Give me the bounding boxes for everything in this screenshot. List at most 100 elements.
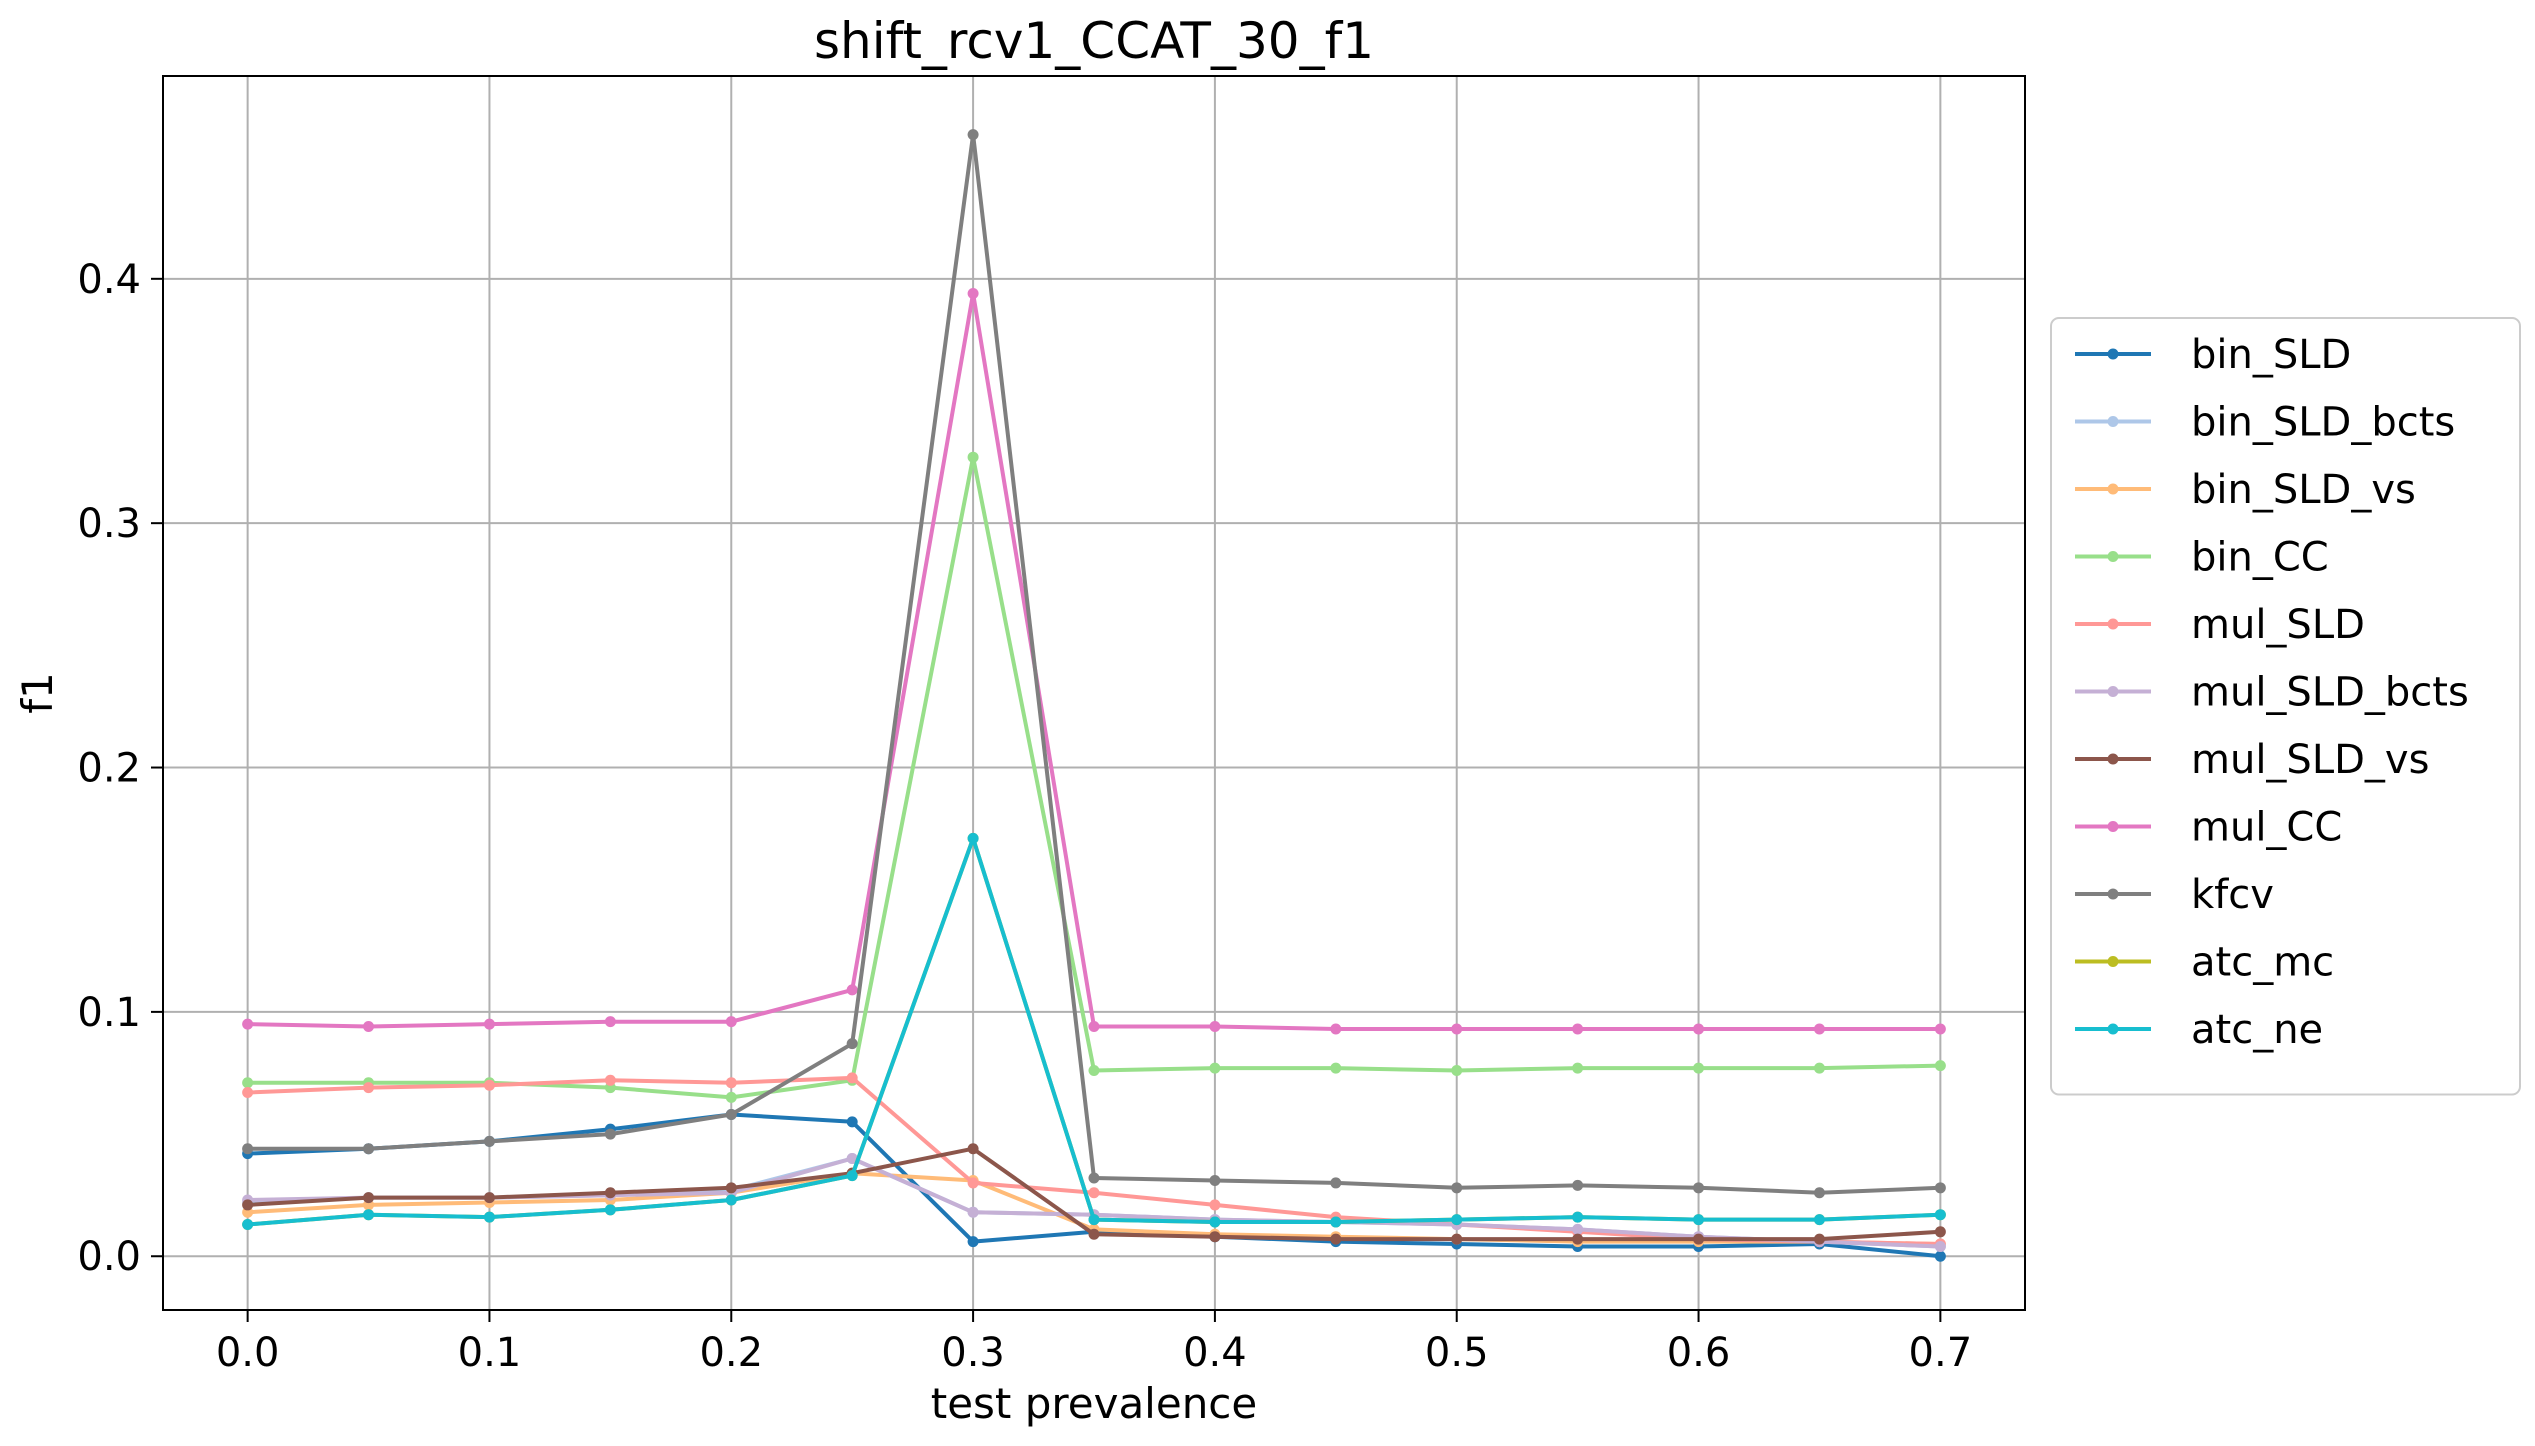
data-point bbox=[242, 1077, 254, 1089]
data-point bbox=[1693, 1023, 1705, 1035]
data-point bbox=[725, 1109, 737, 1121]
legend-item: kfcv bbox=[2075, 872, 2274, 918]
data-point bbox=[1209, 1199, 1221, 1211]
series-bin-CC bbox=[242, 451, 1946, 1103]
data-point bbox=[363, 1082, 375, 1094]
legend-swatch-marker bbox=[2107, 1023, 2119, 1035]
data-point bbox=[1451, 1214, 1463, 1226]
data-point bbox=[967, 129, 979, 141]
data-point bbox=[1572, 1179, 1584, 1191]
data-point bbox=[604, 1187, 616, 1199]
data-point bbox=[242, 1018, 254, 1030]
legend-swatch-marker bbox=[2107, 956, 2119, 967]
legend-item: bin_SLD_bcts bbox=[2075, 400, 2455, 446]
data-point bbox=[604, 1128, 616, 1140]
data-point bbox=[1088, 1187, 1100, 1199]
legend-item: bin_SLD bbox=[2075, 332, 2351, 378]
data-point bbox=[363, 1021, 375, 1033]
legend-item: bin_SLD_vs bbox=[2075, 467, 2416, 513]
legend-label: atc_ne bbox=[2191, 1007, 2323, 1053]
legend-swatch-marker bbox=[2107, 416, 2119, 427]
data-point bbox=[967, 1206, 979, 1218]
data-point bbox=[1451, 1233, 1463, 1245]
x-axis-label: test prevalence bbox=[931, 1379, 1258, 1428]
data-point bbox=[967, 451, 979, 463]
data-point bbox=[1934, 1250, 1946, 1262]
data-point bbox=[725, 1091, 737, 1103]
data-point bbox=[725, 1194, 737, 1206]
data-point bbox=[1934, 1226, 1946, 1238]
data-point bbox=[1209, 1216, 1221, 1228]
tick-layer: 0.0 0.1 0.2 0.3 0.4 0.5 0.6 0.7 0.0 0.1 0.2 0.3 0.4 bbox=[77, 257, 1972, 1376]
data-point bbox=[363, 1143, 375, 1155]
series-line bbox=[247, 291, 1941, 1031]
data-point bbox=[846, 1152, 858, 1164]
chart-title: shift_rcv1_CCAT_30_f1 bbox=[814, 12, 1374, 70]
legend: bin_SLD bin_SLD_bcts bin_SLD_vs bin_CC mul_S… bbox=[2050, 317, 2521, 1096]
legend-label: mul_CC bbox=[2191, 805, 2342, 851]
data-point bbox=[1693, 1214, 1705, 1226]
data-point bbox=[1209, 1062, 1221, 1074]
legend-swatch-marker bbox=[2107, 686, 2119, 697]
data-point bbox=[967, 1177, 979, 1189]
x-tick-label: 0.0 bbox=[216, 1330, 280, 1376]
data-point bbox=[483, 1135, 495, 1147]
series-layer bbox=[242, 129, 1946, 1262]
legend-item: atc_ne bbox=[2075, 1007, 2323, 1053]
plot-frame bbox=[162, 75, 2026, 1311]
data-point bbox=[1572, 1211, 1584, 1223]
data-point bbox=[1813, 1214, 1825, 1226]
data-point bbox=[1934, 1060, 1946, 1072]
y-tick-label: 0.1 bbox=[77, 990, 141, 1036]
legend-item: mul_SLD bbox=[2075, 602, 2365, 648]
legend-swatch-marker bbox=[2107, 551, 2119, 562]
legend-swatch-marker bbox=[2107, 753, 2119, 765]
data-point bbox=[967, 1143, 979, 1155]
data-point bbox=[242, 1143, 254, 1155]
legend-item: mul_CC bbox=[2075, 805, 2342, 851]
data-point bbox=[1813, 1062, 1825, 1074]
legend-swatch-marker bbox=[2107, 618, 2119, 630]
legend-item: atc_mc bbox=[2075, 940, 2334, 986]
y-axis-label: f1 bbox=[13, 672, 62, 714]
grid-layer bbox=[163, 76, 2025, 1310]
data-point bbox=[1330, 1062, 1342, 1074]
data-point bbox=[725, 1016, 737, 1028]
legend-item: bin_CC bbox=[2075, 535, 2329, 581]
data-point bbox=[1088, 1214, 1100, 1226]
data-point bbox=[1209, 1174, 1221, 1186]
legend-label: bin_SLD bbox=[2191, 332, 2351, 378]
data-point bbox=[483, 1018, 495, 1030]
data-point bbox=[1693, 1182, 1705, 1194]
x-tick-label: 0.4 bbox=[1183, 1330, 1247, 1376]
legend-label: atc_mc bbox=[2191, 940, 2334, 986]
series-line bbox=[247, 455, 1941, 1100]
series-mul-SLD-vs bbox=[242, 1143, 1946, 1245]
data-point bbox=[1330, 1216, 1342, 1228]
data-point bbox=[967, 1236, 979, 1248]
legend-item: mul_SLD_vs bbox=[2075, 737, 2429, 783]
legend-item: mul_SLD_bcts bbox=[2075, 670, 2469, 716]
legend-label: bin_CC bbox=[2191, 535, 2329, 581]
data-point bbox=[967, 287, 979, 299]
data-point bbox=[1451, 1023, 1463, 1035]
data-point bbox=[363, 1192, 375, 1204]
data-point bbox=[1693, 1062, 1705, 1074]
y-tick-label: 0.4 bbox=[77, 257, 141, 303]
series-atc-ne bbox=[242, 832, 1946, 1230]
y-tick-label: 0.2 bbox=[77, 746, 141, 792]
x-tick-label: 0.7 bbox=[1909, 1330, 1973, 1376]
data-point bbox=[1451, 1182, 1463, 1194]
data-point bbox=[242, 1218, 254, 1230]
data-point bbox=[846, 1116, 858, 1128]
x-tick-label: 0.2 bbox=[699, 1330, 763, 1376]
data-point bbox=[483, 1211, 495, 1223]
data-point bbox=[1813, 1023, 1825, 1035]
legend-swatch-marker bbox=[2107, 821, 2119, 832]
data-point bbox=[483, 1192, 495, 1204]
data-point bbox=[846, 1170, 858, 1182]
legend-label: kfcv bbox=[2191, 872, 2274, 918]
data-point bbox=[1088, 1172, 1100, 1184]
